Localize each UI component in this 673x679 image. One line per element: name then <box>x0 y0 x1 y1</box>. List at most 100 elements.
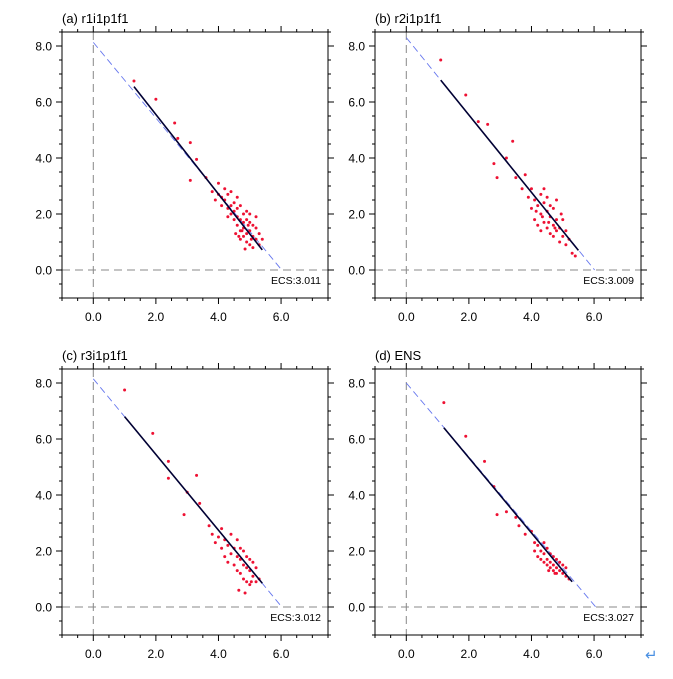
regression-line <box>443 427 573 583</box>
data-point <box>555 557 559 561</box>
data-point <box>539 212 543 216</box>
data-point <box>551 563 555 567</box>
panel-title: (a) r1i1p1f1 <box>62 11 128 26</box>
data-point <box>242 212 246 216</box>
regression-line <box>123 416 263 584</box>
data-point <box>248 583 252 587</box>
y-tick-label: 2.0 <box>348 545 365 559</box>
y-tick-label: 4.0 <box>348 152 365 166</box>
data-point <box>251 574 255 578</box>
data-point <box>245 566 249 570</box>
data-point <box>536 223 540 227</box>
data-point <box>464 93 468 97</box>
data-point <box>526 195 530 199</box>
x-tick-label: 0.0 <box>398 310 415 324</box>
data-point <box>216 181 220 185</box>
data-point <box>536 204 540 208</box>
data-point <box>245 209 249 213</box>
y-tick-label: 6.0 <box>35 96 52 110</box>
ecs-annotation: ECS:3.009 <box>583 275 634 287</box>
data-point <box>238 546 242 550</box>
data-point <box>511 139 515 143</box>
plot-area <box>375 32 641 298</box>
data-point <box>229 204 233 208</box>
data-point <box>232 201 236 205</box>
y-tick-label: 0.0 <box>348 264 365 278</box>
data-point <box>198 501 202 505</box>
data-point <box>492 162 496 166</box>
data-point <box>195 473 199 477</box>
data-point <box>514 515 518 519</box>
y-tick-label: 6.0 <box>348 96 365 110</box>
data-point <box>235 206 239 210</box>
ecs-annotation: ECS:3.027 <box>583 612 634 624</box>
data-point <box>251 246 255 250</box>
y-tick-label: 8.0 <box>35 377 52 391</box>
data-point <box>558 240 562 244</box>
data-point <box>132 79 136 83</box>
data-point <box>248 220 252 224</box>
data-point <box>166 476 170 480</box>
data-point <box>220 204 224 208</box>
data-point <box>251 560 255 564</box>
data-point <box>495 176 499 180</box>
data-point <box>523 173 527 177</box>
regression-line <box>440 79 580 251</box>
data-point <box>232 563 236 567</box>
data-point <box>545 557 549 561</box>
axes-frame <box>61 31 329 299</box>
regression-line <box>133 86 263 251</box>
x-tick-label: 6.0 <box>273 310 290 324</box>
data-point <box>254 215 258 219</box>
data-point <box>123 388 127 392</box>
data-point <box>555 229 559 233</box>
data-point <box>229 552 233 556</box>
data-point <box>536 543 540 547</box>
x-tick-label: 2.0 <box>148 647 165 661</box>
x-tick-label: 6.0 <box>586 647 603 661</box>
x-tick-label: 2.0 <box>148 310 165 324</box>
data-point <box>555 566 559 570</box>
return-arrow-icon: ↵ <box>645 646 658 664</box>
data-point <box>234 232 238 236</box>
y-tick-label: 0.0 <box>35 601 52 615</box>
x-tick-label: 4.0 <box>523 647 540 661</box>
data-point <box>254 566 258 570</box>
data-point <box>166 459 170 463</box>
data-point <box>564 243 568 247</box>
data-point <box>542 552 546 556</box>
data-point <box>558 560 562 564</box>
data-point <box>176 136 180 140</box>
data-point <box>545 563 549 567</box>
y-tick-label: 0.0 <box>35 264 52 278</box>
data-point <box>529 206 533 210</box>
data-point <box>243 247 247 251</box>
data-point <box>238 571 242 575</box>
data-point <box>182 513 186 517</box>
data-point <box>249 237 253 241</box>
plot-area <box>62 369 328 635</box>
chart-panel-4: (d) ENS 0.0 2.0 4.0 6.0 0.0 2.0 4.0 6.0 8.0 ECS:3.… <box>348 348 647 661</box>
data-point <box>237 588 241 592</box>
data-point <box>547 569 551 573</box>
data-point <box>246 223 250 227</box>
x-tick-label: 6.0 <box>273 647 290 661</box>
chart-panel-1: (a) r1i1p1f1 0.0 2.0 4.0 6.0 0.0 2.0 4.0 6.0 8.0 E… <box>35 11 334 324</box>
data-point <box>216 535 220 539</box>
ecs-annotation: ECS:3.012 <box>270 612 321 624</box>
data-point <box>514 176 518 180</box>
y-tick-label: 2.0 <box>348 208 365 222</box>
data-point <box>559 212 563 216</box>
data-point <box>548 566 552 570</box>
data-point <box>245 555 249 559</box>
data-point <box>207 524 211 528</box>
data-point <box>533 218 537 222</box>
y-tick-label: 6.0 <box>35 433 52 447</box>
data-point <box>226 543 230 547</box>
data-point <box>226 192 230 196</box>
data-point <box>539 229 543 233</box>
data-point <box>235 555 239 559</box>
data-point <box>242 220 246 224</box>
data-point <box>257 232 261 236</box>
data-point <box>226 215 230 219</box>
